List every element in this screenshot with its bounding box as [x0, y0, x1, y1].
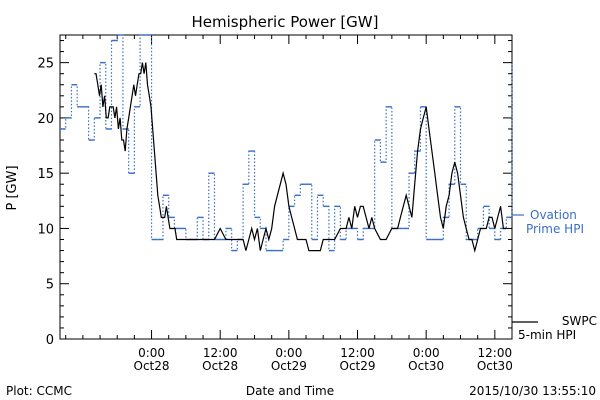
- y-tick-label: 5: [46, 278, 54, 293]
- x-tick-time-label: 0:00: [138, 346, 165, 360]
- x-tick-time-label: 12:00: [478, 346, 513, 360]
- y-tick-label: 0: [46, 333, 54, 348]
- ovation-legend-line1: Ovation: [530, 208, 577, 222]
- x-tick-date-label: Oct28: [202, 359, 238, 373]
- plot-credit: Plot: CCMC: [6, 384, 72, 398]
- y-axis-label: P [GW]: [5, 165, 20, 210]
- x-tick-date-label: Oct30: [408, 359, 444, 373]
- timestamp: 2015/10/30 13:55:10: [469, 384, 596, 398]
- x-tick-time-label: 0:00: [413, 346, 440, 360]
- ovation-legend-line2: Prime HPI: [526, 222, 584, 236]
- swpc-legend-line1: SWPC: [562, 314, 597, 328]
- x-axis-label: Date and Time: [246, 384, 334, 398]
- x-tick-date-label: Oct29: [340, 359, 376, 373]
- chart-title: Hemispheric Power [GW]: [192, 13, 379, 31]
- swpc-legend-line2: 5-min HPI: [518, 328, 576, 342]
- x-tick-date-label: Oct28: [134, 359, 170, 373]
- ovation-prime-hpi-line: [60, 34, 513, 252]
- x-tick-date-label: Oct29: [271, 359, 307, 373]
- x-tick-date-label: Oct30: [477, 359, 513, 373]
- y-tick-label: 20: [37, 112, 54, 127]
- x-tick-time-label: 0:00: [275, 346, 302, 360]
- swpc-5min-hpi-line: [94, 62, 507, 253]
- x-tick-time-label: 12:00: [203, 346, 238, 360]
- y-tick-label: 15: [37, 167, 54, 182]
- y-tick-label: 25: [37, 57, 54, 72]
- x-tick-time-label: 12:00: [340, 346, 375, 360]
- y-tick-label: 10: [37, 222, 54, 237]
